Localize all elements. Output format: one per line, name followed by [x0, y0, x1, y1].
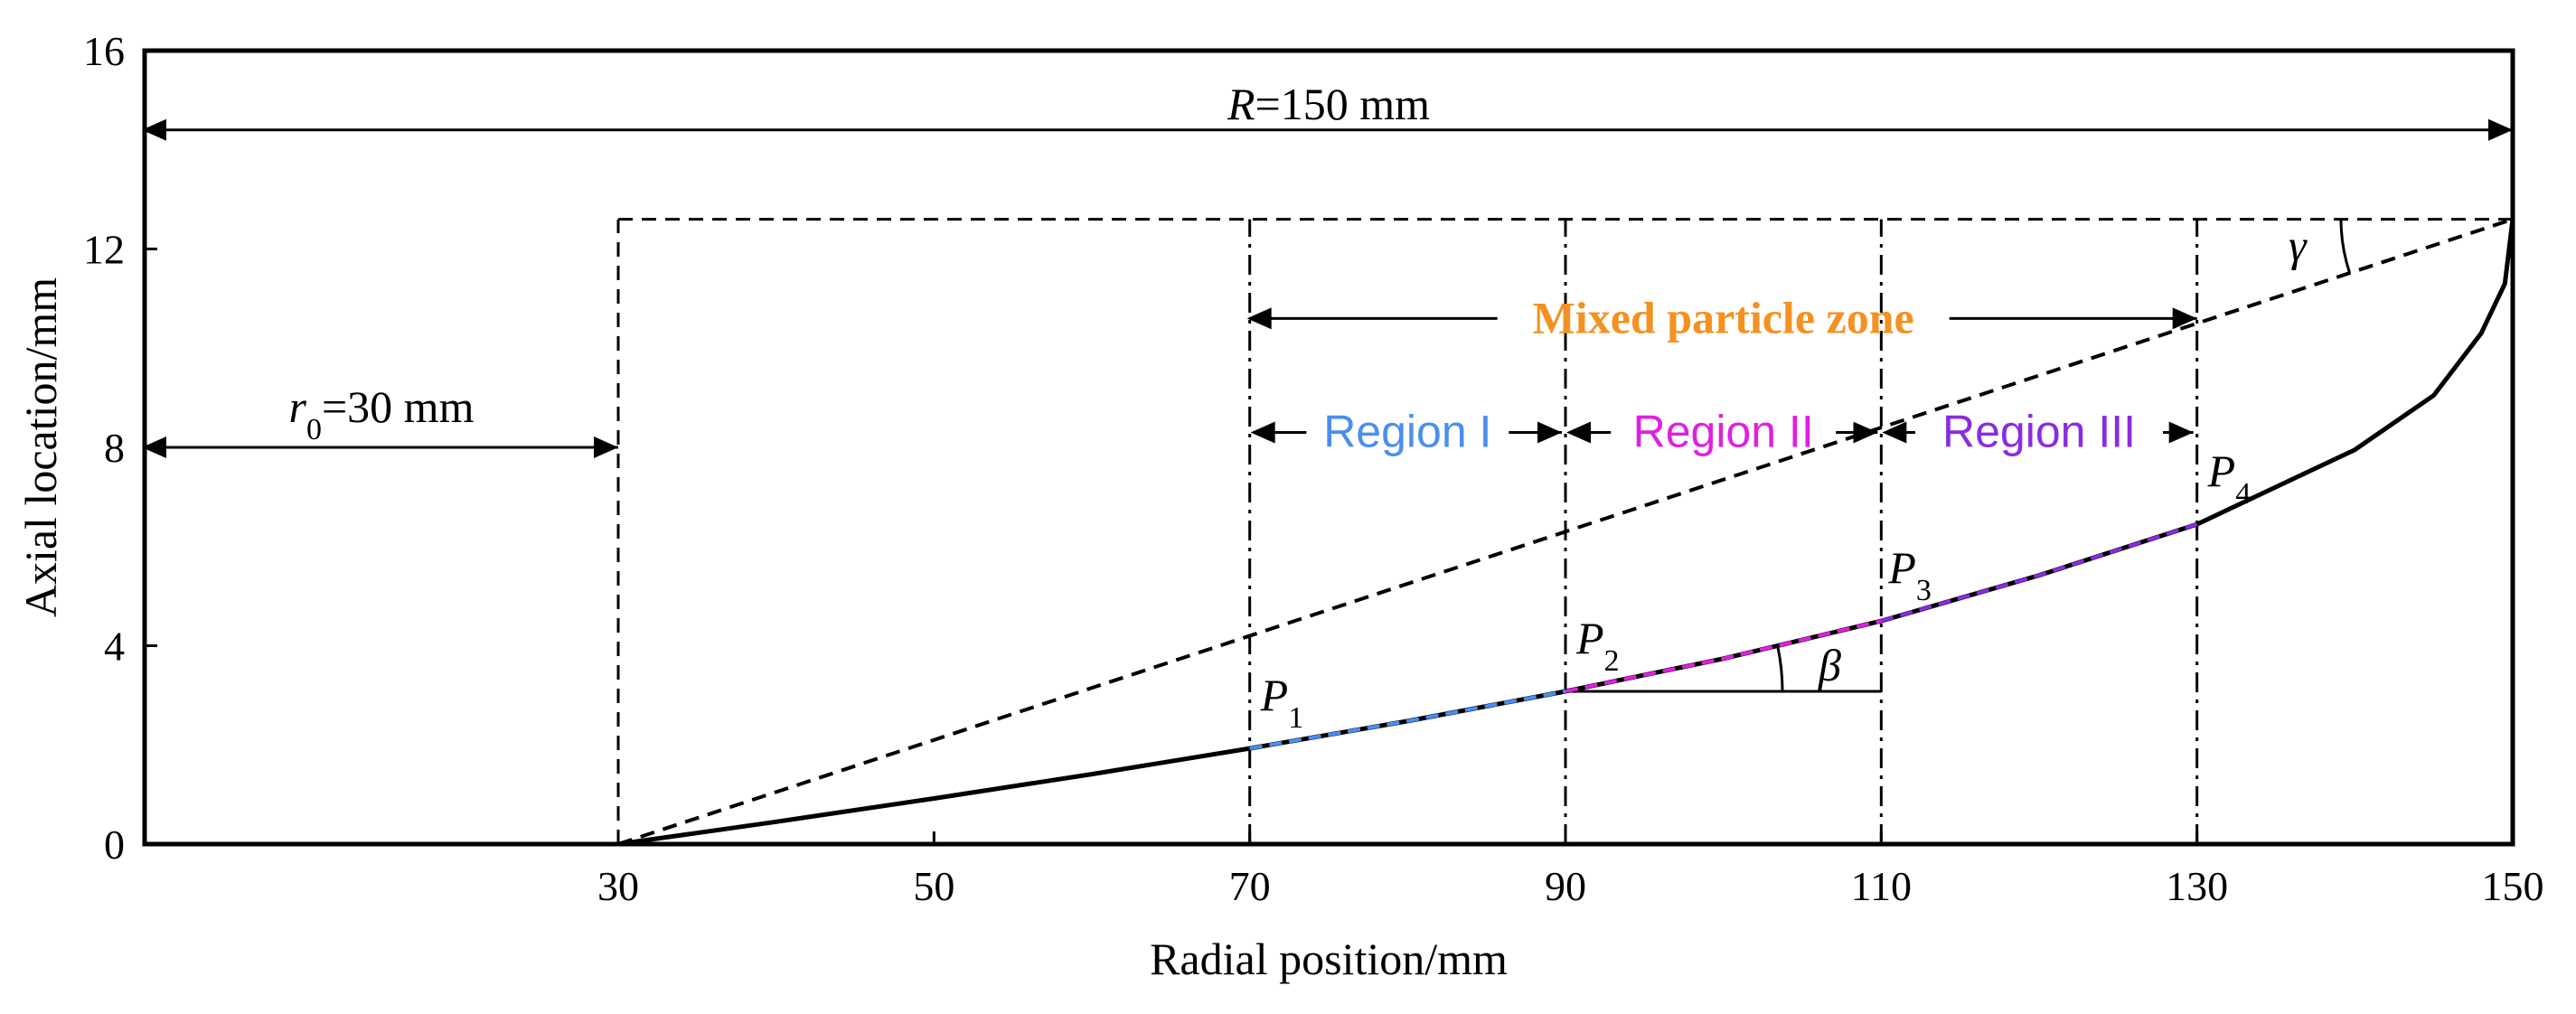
y-tick-label-4: 4: [104, 624, 125, 670]
R-value: =150 mm: [1255, 79, 1431, 129]
y-tick-label-0: 0: [104, 822, 125, 868]
x-tick-label-70: 70: [1229, 863, 1271, 909]
x-tick-label-90: 90: [1545, 863, 1586, 909]
R-symbol: R: [1227, 79, 1255, 129]
region-3-label: Region III: [1942, 407, 2136, 457]
point-subscript-1: 1: [1288, 701, 1303, 735]
y-axis-title: Axial location/mm: [15, 277, 66, 617]
r0-dimension-label: r0=30 mm: [289, 381, 475, 446]
x-tick-label-30: 30: [597, 863, 639, 909]
series-reference-line-gamma-: [617, 217, 2514, 846]
annotation-layer: R=150 mm r0=30 mm Mixed particle zone Regio…: [142, 79, 2513, 735]
r0-subscript: 0: [306, 413, 322, 446]
region-2-label: Region II: [1633, 407, 1814, 457]
y-tick-label-16: 16: [83, 28, 125, 74]
y-tick-label-12: 12: [83, 227, 125, 273]
r0-value: =30 mm: [322, 381, 475, 432]
x-tick-label-50: 50: [913, 863, 954, 909]
beta-angle-arc: [1776, 646, 1784, 691]
x-tick-label-110: 110: [1851, 863, 1912, 909]
series-region-iii: [1880, 522, 2198, 624]
point-label-4: P4: [2207, 446, 2252, 511]
point-label-3: P3: [1887, 542, 1932, 607]
point-label-2: P2: [1575, 613, 1620, 678]
point-label-1: P1: [1260, 670, 1304, 735]
point-symbol-3: P: [1887, 542, 1916, 593]
mixed-zone-label: Mixed particle zone: [1533, 292, 1914, 343]
point-symbol-4: P: [2207, 446, 2236, 496]
point-subscript-3: 3: [1916, 574, 1932, 607]
series-region-i: [1249, 690, 1566, 751]
x-axis-title: Radial position/mm: [1150, 934, 1508, 984]
point-symbol-2: P: [1575, 613, 1604, 663]
series-layer: [617, 217, 2515, 847]
y-tick-label-8: 8: [104, 425, 125, 471]
point-symbol-1: P: [1260, 670, 1289, 720]
series-region-ii: [1565, 619, 1882, 693]
gamma-angle-arc: [2339, 219, 2352, 274]
x-tick-label-150: 150: [2482, 863, 2544, 909]
point-subscript-2: 2: [1604, 643, 1620, 677]
gamma-label: γ: [2289, 221, 2308, 271]
point-subscript-4: 4: [2235, 477, 2251, 511]
region-1-label: Region I: [1323, 407, 1491, 457]
r0-symbol: r: [289, 381, 307, 432]
beta-label: β: [1818, 640, 1841, 690]
x-tick-label-130: 130: [2166, 863, 2228, 909]
R-dimension-label: R=150 mm: [1227, 79, 1430, 129]
